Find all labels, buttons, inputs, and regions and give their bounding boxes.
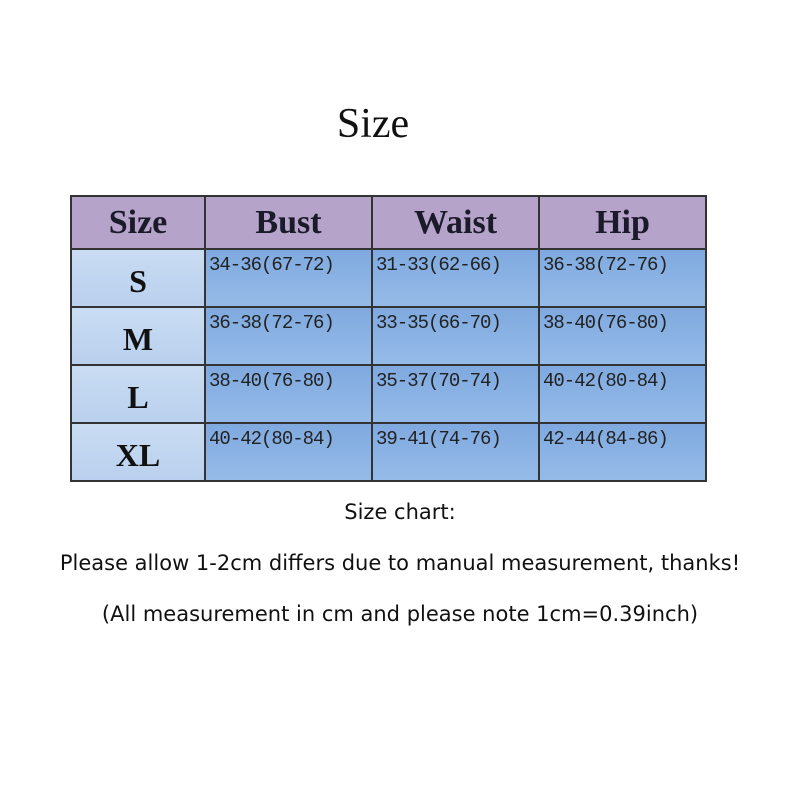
- hip-cell: 36-38(72-76): [538, 248, 707, 308]
- notes-units: (All measurement in cm and please note 1…: [101, 602, 699, 626]
- header-size: Size: [70, 195, 206, 250]
- hip-cell: 40-42(80-84): [538, 364, 707, 424]
- size-table: Size Bust Waist Hip S 34-36(67-72) 31-33…: [70, 195, 707, 482]
- bust-cell: 40-42(80-84): [204, 422, 373, 482]
- header-bust: Bust: [204, 195, 373, 250]
- bust-cell: 38-40(76-80): [204, 364, 373, 424]
- page-title: Size: [336, 101, 410, 147]
- waist-cell: 33-35(66-70): [371, 306, 540, 366]
- size-cell: M: [70, 306, 206, 366]
- waist-cell: 35-37(70-74): [371, 364, 540, 424]
- size-cell: S: [70, 248, 206, 308]
- table-row: S 34-36(67-72) 31-33(62-66) 36-38(72-76): [70, 248, 707, 308]
- waist-cell: 31-33(62-66): [371, 248, 540, 308]
- waist-cell: 39-41(74-76): [371, 422, 540, 482]
- hip-cell: 42-44(84-86): [538, 422, 707, 482]
- bust-cell: 34-36(67-72): [204, 248, 373, 308]
- table-row: XL 40-42(80-84) 39-41(74-76) 42-44(84-86…: [70, 422, 707, 482]
- table-row: M 36-38(72-76) 33-35(66-70) 38-40(76-80): [70, 306, 707, 366]
- bust-cell: 36-38(72-76): [204, 306, 373, 366]
- size-cell: XL: [70, 422, 206, 482]
- notes-heading: Size chart:: [344, 500, 456, 524]
- size-cell: L: [70, 364, 206, 424]
- header-waist: Waist: [371, 195, 540, 250]
- header-hip: Hip: [538, 195, 707, 250]
- table-row: L 38-40(76-80) 35-37(70-74) 40-42(80-84): [70, 364, 707, 424]
- notes-tolerance: Please allow 1-2cm differs due to manual…: [59, 551, 741, 575]
- hip-cell: 38-40(76-80): [538, 306, 707, 366]
- table-header-row: Size Bust Waist Hip: [70, 195, 707, 250]
